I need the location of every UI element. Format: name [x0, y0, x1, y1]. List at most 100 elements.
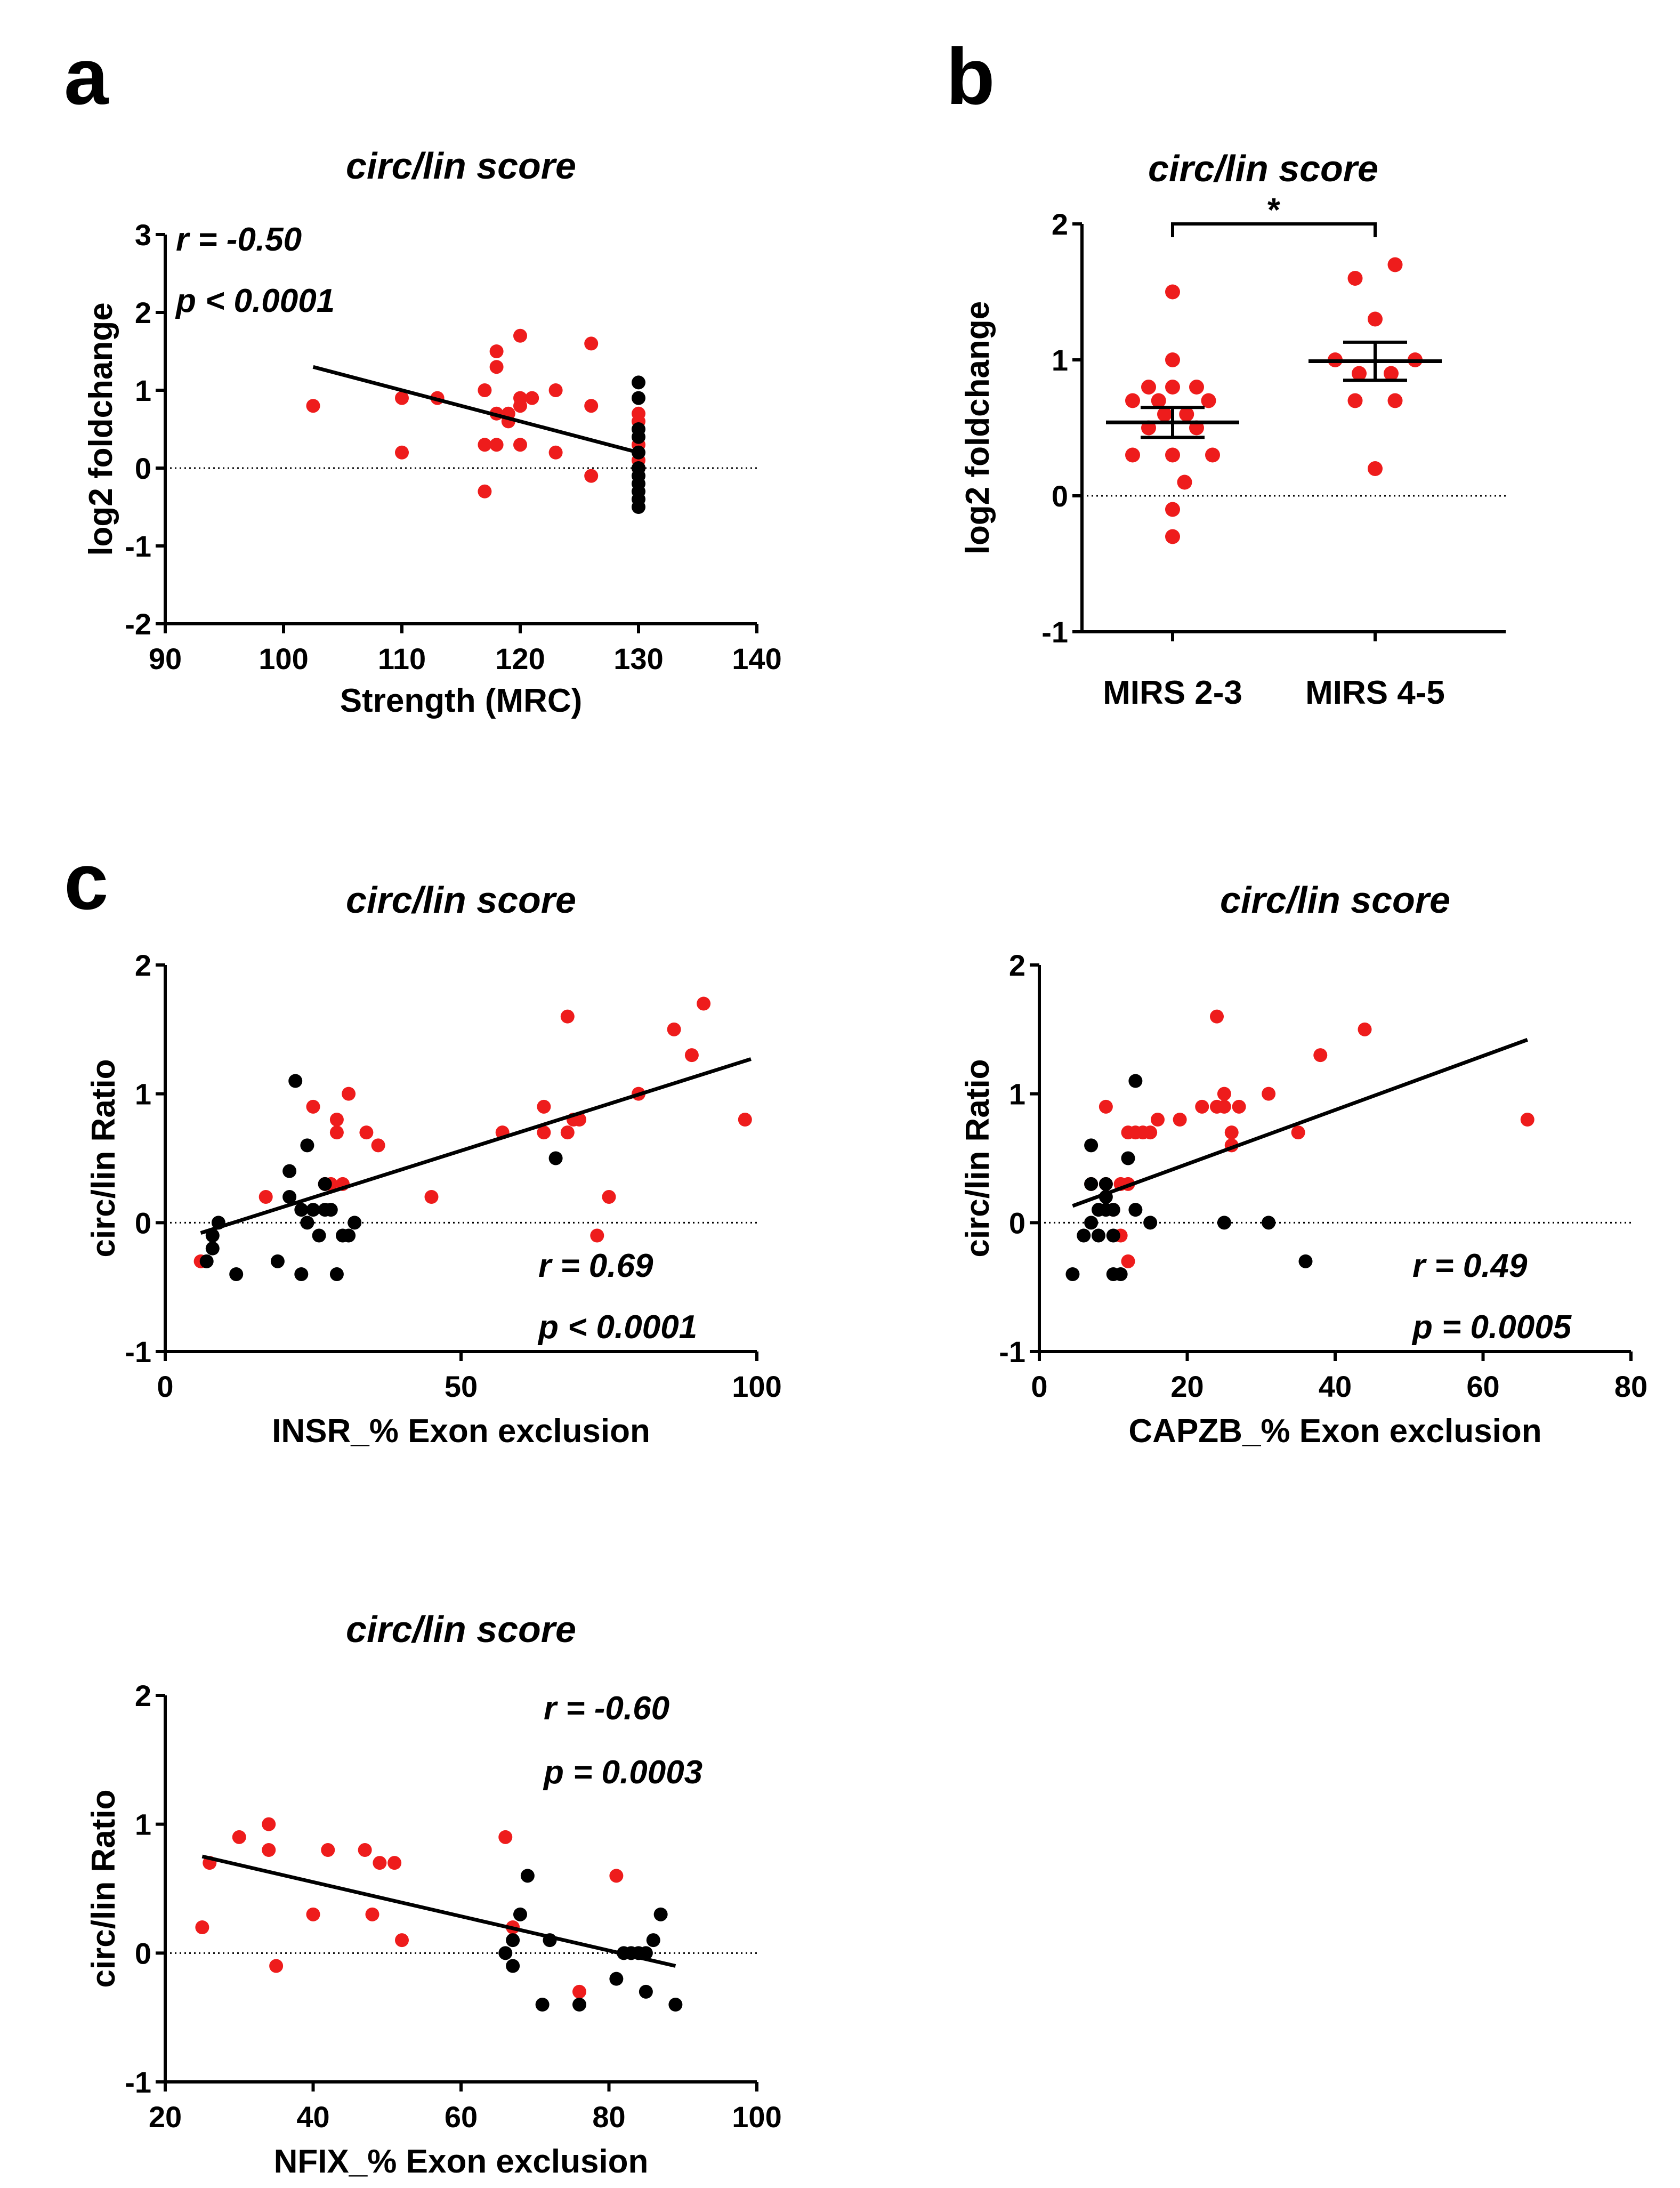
- data-point-black: [282, 1164, 297, 1178]
- data-point-red: [1217, 1099, 1231, 1114]
- regression-line: [201, 1854, 676, 1968]
- data-point-red: [1217, 1087, 1231, 1101]
- y-tick-label: 1: [135, 1077, 151, 1111]
- data-point-black: [300, 1216, 314, 1230]
- data-point-black: [520, 1869, 535, 1883]
- data-point-black: [282, 1190, 297, 1204]
- data-point-red: [306, 1099, 320, 1114]
- data-point-red: [697, 996, 711, 1011]
- data-point-black: [632, 375, 645, 390]
- y-tick-label: 2: [1009, 948, 1025, 982]
- data-point-red: [489, 438, 504, 452]
- data-point-red: [1232, 1099, 1246, 1114]
- data-point-red: [478, 383, 492, 397]
- y-tick-label: -1: [125, 2065, 151, 2099]
- x-tick-label: 0: [157, 1370, 173, 1403]
- y-tick-label: 1: [1052, 343, 1068, 377]
- data-point-red: [548, 383, 563, 397]
- y-tick-label: -1: [125, 1335, 151, 1369]
- y-axis-label: circ/lin Ratio: [959, 1059, 996, 1257]
- data-point-red: [1210, 1009, 1224, 1024]
- x-axis-label: CAPZB_% Exon exclusion: [1128, 1413, 1541, 1450]
- chart-title: circ/lin score: [1220, 879, 1450, 921]
- data-point-black: [1128, 1074, 1143, 1088]
- data-point-black: [1128, 1203, 1143, 1217]
- data-point: [1205, 447, 1220, 463]
- data-point-red: [478, 484, 492, 498]
- data-point-red: [359, 1125, 374, 1140]
- data-point-black: [348, 1216, 362, 1230]
- data-point-red: [1173, 1113, 1187, 1127]
- y-tick-label: -1: [999, 1335, 1025, 1369]
- data-point: [1352, 366, 1367, 381]
- data-point-black: [535, 1998, 550, 2012]
- data-point-red: [371, 1138, 385, 1153]
- data-point: [1165, 529, 1180, 544]
- data-point-black: [506, 1959, 520, 1973]
- data-point-black: [548, 1151, 563, 1165]
- y-tick-label: 1: [1009, 1077, 1025, 1111]
- y-tick-label: 2: [1052, 207, 1068, 241]
- data-point-black: [653, 1907, 668, 1921]
- data-point-red: [1291, 1125, 1305, 1140]
- data-point-red: [1358, 1022, 1372, 1036]
- data-point-red: [584, 336, 599, 351]
- data-point-black: [668, 1998, 683, 2012]
- data-point-red: [342, 1087, 356, 1101]
- p-value-label: p < 0.0001: [175, 283, 335, 319]
- x-tick-label: 120: [495, 642, 545, 675]
- data-point-black: [306, 1203, 320, 1217]
- y-tick-label: 1: [135, 1808, 151, 1841]
- data-point-red: [269, 1959, 284, 1973]
- data-point: [1141, 380, 1156, 395]
- data-point-red: [1195, 1099, 1209, 1114]
- data-point-black: [1092, 1228, 1105, 1243]
- x-axis-label: INSR_% Exon exclusion: [272, 1413, 650, 1450]
- data-point-black: [329, 1267, 344, 1281]
- data-point: [1368, 311, 1383, 327]
- data-point-black: [1106, 1203, 1120, 1217]
- data-point-red: [1143, 1125, 1158, 1140]
- data-point-red: [602, 1190, 616, 1204]
- data-point-red: [584, 469, 599, 483]
- data-point-red: [262, 1843, 276, 1857]
- data-point-black: [199, 1254, 214, 1268]
- data-point-red: [489, 360, 504, 374]
- data-point-black: [1084, 1138, 1099, 1153]
- x-tick-label: 20: [1170, 1370, 1204, 1403]
- x-tick-label: 90: [149, 642, 182, 675]
- data-point: [1177, 474, 1192, 490]
- data-point-red: [609, 1869, 624, 1883]
- data-point-red: [498, 1830, 513, 1844]
- x-tick-label: 0: [1031, 1370, 1047, 1403]
- x-axis-label: NFIX_% Exon exclusion: [274, 2143, 649, 2180]
- data-point-red: [1121, 1254, 1135, 1268]
- category-label: MIRS 4-5: [1305, 674, 1445, 711]
- x-tick-label: 100: [732, 2100, 781, 2134]
- data-point-black: [632, 500, 645, 514]
- data-point: [1189, 380, 1204, 395]
- data-point-red: [306, 1907, 320, 1921]
- data-point-red: [395, 1933, 409, 1948]
- data-point-black: [324, 1203, 338, 1217]
- data-point-black: [318, 1177, 332, 1191]
- data-point: [1125, 393, 1140, 408]
- x-tick-label: 80: [1614, 1370, 1647, 1403]
- data-point: [1201, 393, 1216, 408]
- x-tick-label: 40: [296, 2100, 329, 2134]
- chart-title: circ/lin score: [346, 1608, 576, 1650]
- data-point-black: [572, 1998, 586, 2012]
- significance-star: *: [1267, 192, 1281, 229]
- y-tick-label: 2: [135, 1679, 151, 1712]
- data-point: [1347, 393, 1363, 408]
- data-point-black: [632, 430, 645, 444]
- data-point-black: [1077, 1228, 1091, 1243]
- data-point-red: [489, 344, 504, 358]
- data-point-red: [1099, 1099, 1113, 1114]
- x-tick-label: 130: [613, 642, 663, 675]
- data-point: [1179, 407, 1194, 422]
- data-point-red: [590, 1228, 604, 1243]
- data-point-black: [1113, 1267, 1128, 1281]
- data-point-red: [572, 1984, 586, 1999]
